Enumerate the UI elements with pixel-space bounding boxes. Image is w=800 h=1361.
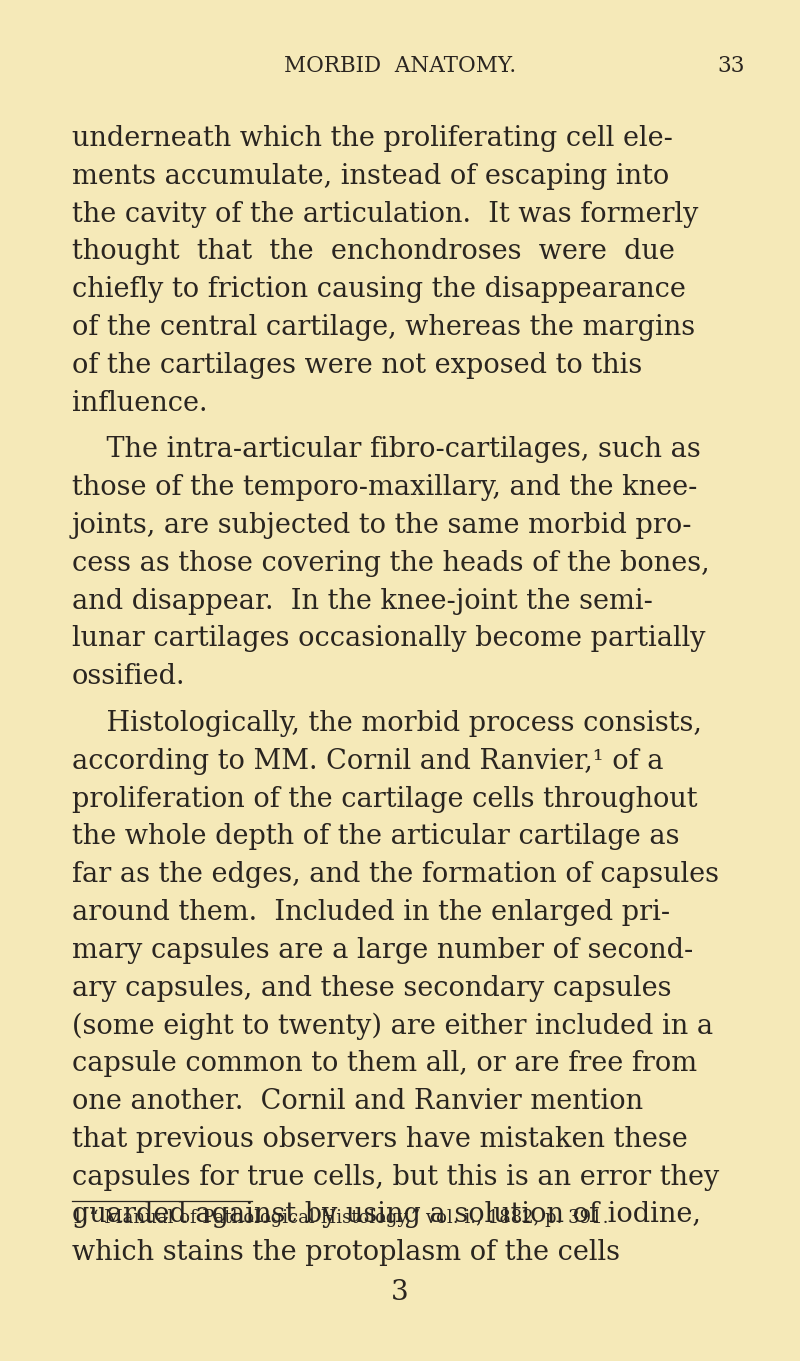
Text: capsules for true cells, but this is an error they: capsules for true cells, but this is an … [72,1164,719,1191]
Text: thought  that  the  enchondroses  were  due: thought that the enchondroses were due [72,238,675,265]
Text: influence.: influence. [72,389,207,416]
Text: ary capsules, and these secondary capsules: ary capsules, and these secondary capsul… [72,974,671,1002]
Text: 33: 33 [718,54,745,78]
Text: joints, are subjected to the same morbid pro-: joints, are subjected to the same morbid… [72,512,693,539]
Text: and disappear.  In the knee-joint the semi-: and disappear. In the knee-joint the sem… [72,588,653,615]
Text: underneath which the proliferating cell ele-: underneath which the proliferating cell … [72,125,673,152]
Text: proliferation of the cartilage cells throughout: proliferation of the cartilage cells thr… [72,785,698,813]
Text: that previous observers have mistaken these: that previous observers have mistaken th… [72,1126,688,1153]
Text: of the cartilages were not exposed to this: of the cartilages were not exposed to th… [72,351,642,378]
Text: far as the edges, and the formation of capsules: far as the edges, and the formation of c… [72,862,719,889]
Text: The intra-articular fibro-cartilages, such as: The intra-articular fibro-cartilages, su… [72,437,701,463]
Text: Histologically, the morbid process consists,: Histologically, the morbid process consi… [72,710,702,738]
Text: according to MM. Cornil and Ranvier,¹ of a: according to MM. Cornil and Ranvier,¹ of… [72,747,663,774]
Text: MORBID  ANATOMY.: MORBID ANATOMY. [284,54,516,78]
Text: (some eight to twenty) are either included in a: (some eight to twenty) are either includ… [72,1013,713,1040]
Text: around them.  Included in the enlarged pri-: around them. Included in the enlarged pr… [72,900,670,925]
Text: ments accumulate, instead of escaping into: ments accumulate, instead of escaping in… [72,163,670,189]
Text: mary capsules are a large number of second-: mary capsules are a large number of seco… [72,936,694,964]
Text: cess as those covering the heads of the bones,: cess as those covering the heads of the … [72,550,710,577]
Text: ossified.: ossified. [72,663,186,690]
Text: lunar cartilages occasionally become partially: lunar cartilages occasionally become par… [72,626,706,652]
Text: which stains the protoplasm of the cells: which stains the protoplasm of the cells [72,1240,620,1266]
Text: guarded against by using a solution of iodine,: guarded against by using a solution of i… [72,1202,701,1229]
Text: 3: 3 [391,1279,409,1307]
Text: the cavity of the articulation.  It was formerly: the cavity of the articulation. It was f… [72,200,698,227]
Text: one another.  Cornil and Ranvier mention: one another. Cornil and Ranvier mention [72,1087,643,1115]
Text: capsule common to them all, or are free from: capsule common to them all, or are free … [72,1051,697,1077]
Text: of the central cartilage, whereas the margins: of the central cartilage, whereas the ma… [72,314,695,342]
Text: the whole depth of the articular cartilage as: the whole depth of the articular cartila… [72,823,679,851]
Text: 1 “ Manual of Pathological Histology,” vol. i., 1882, p. 391.: 1 “ Manual of Pathological Histology,” v… [72,1209,609,1228]
Text: those of the temporo-maxillary, and the knee-: those of the temporo-maxillary, and the … [72,474,698,501]
Text: chiefly to friction causing the disappearance: chiefly to friction causing the disappea… [72,276,686,304]
